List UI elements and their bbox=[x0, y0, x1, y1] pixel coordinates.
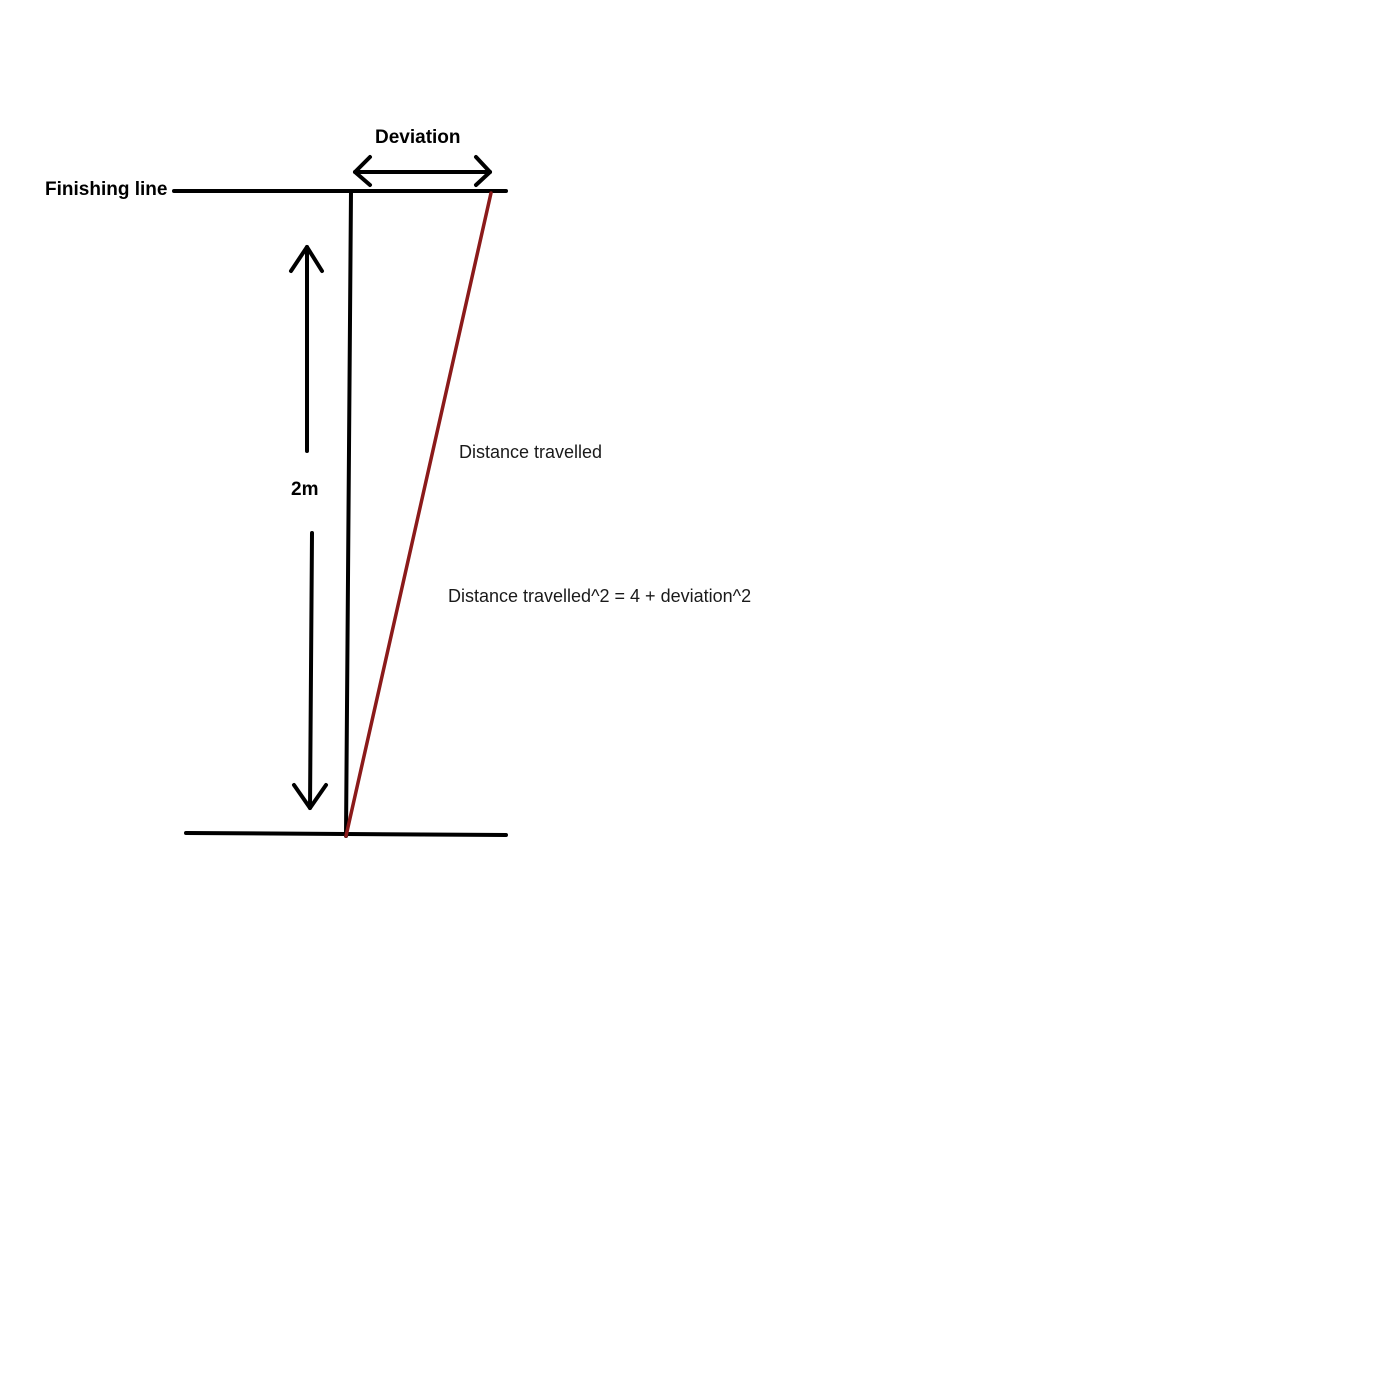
vertical-path-line bbox=[344, 189, 353, 838]
distance-travelled-line bbox=[344, 191, 493, 838]
height-label: 2m bbox=[291, 479, 318, 500]
deviation-label: Deviation bbox=[375, 127, 461, 148]
distance-travelled-label: Distance travelled bbox=[459, 442, 602, 462]
height-arrow bbox=[289, 245, 328, 810]
equation-label: Distance travelled^2 = 4 + deviation^2 bbox=[448, 586, 751, 606]
deviation-arrow bbox=[353, 155, 492, 187]
finishing-line-label: Finishing line bbox=[45, 179, 167, 200]
